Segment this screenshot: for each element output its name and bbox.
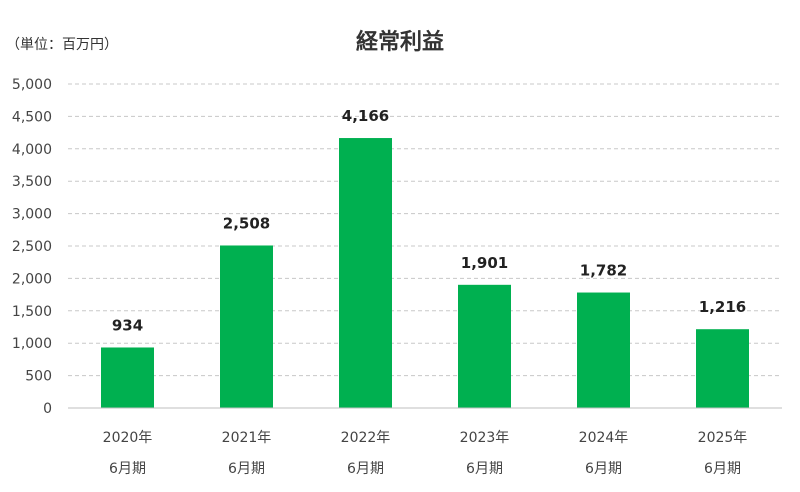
y-tick-label: 1,500: [12, 304, 52, 320]
data-label: 1,216: [699, 298, 746, 316]
y-tick-label: 3,500: [12, 174, 52, 190]
x-tick-label-period: 6月期: [585, 461, 622, 477]
bar: [101, 347, 154, 408]
bar: [458, 284, 511, 408]
x-tick-label-year: 2025年: [698, 430, 748, 446]
y-tick-label: 500: [25, 369, 52, 385]
x-tick-label-period: 6月期: [704, 461, 741, 477]
y-tick-label: 0: [43, 401, 52, 417]
bar: [339, 138, 392, 408]
x-tick-label-year: 2020年: [103, 430, 153, 446]
y-tick-label: 5,000: [12, 77, 52, 93]
y-tick-label: 4,000: [12, 142, 52, 158]
chart-title: 経常利益: [355, 30, 444, 55]
unit-label: （単位：百万円）: [6, 37, 118, 53]
y-tick-label: 2,000: [12, 271, 52, 287]
x-tick-label-year: 2021年: [222, 430, 272, 446]
x-tick-label-year: 2024年: [579, 430, 629, 446]
data-labels: 934 2,508 4,166 1,901 1,782 1,216: [112, 107, 746, 334]
y-tick-label: 4,500: [12, 109, 52, 125]
y-axis-ticks: 0 500 1,000 1,500 2,000 2,500 3,000 3,500 4,000 4…: [12, 77, 52, 417]
data-label: 4,166: [342, 107, 389, 125]
x-tick-label-period: 6月期: [228, 461, 265, 477]
data-label: 2,508: [223, 214, 270, 232]
x-tick-label-period: 6月期: [466, 461, 503, 477]
data-label: 934: [112, 316, 143, 334]
bar: [220, 245, 273, 408]
y-tick-label: 1,000: [12, 336, 52, 352]
bar: [696, 329, 749, 408]
x-tick-label-period: 6月期: [347, 461, 384, 477]
gridlines: [68, 83, 782, 377]
bar: [577, 292, 630, 408]
x-tick-label-year: 2022年: [341, 430, 391, 446]
y-tick-label: 2,500: [12, 239, 52, 255]
x-tick-label-year: 2023年: [460, 430, 510, 446]
data-label: 1,782: [580, 262, 627, 280]
data-label: 1,901: [461, 254, 508, 272]
x-tick-label-period: 6月期: [109, 461, 146, 477]
y-tick-label: 3,000: [12, 207, 52, 223]
bars: [101, 138, 749, 408]
x-axis-labels: 2020年 6月期 2021年 6月期 2022年 6月期 2023年 6月期 2024年 6月期…: [103, 430, 748, 477]
